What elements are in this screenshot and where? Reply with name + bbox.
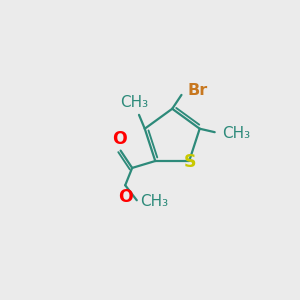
Text: O: O xyxy=(118,188,133,206)
Text: Br: Br xyxy=(187,83,208,98)
Text: S: S xyxy=(183,153,196,171)
Text: CH₃: CH₃ xyxy=(120,95,148,110)
Text: CH₃: CH₃ xyxy=(140,194,168,209)
Text: O: O xyxy=(112,130,127,148)
Text: CH₃: CH₃ xyxy=(222,126,250,141)
